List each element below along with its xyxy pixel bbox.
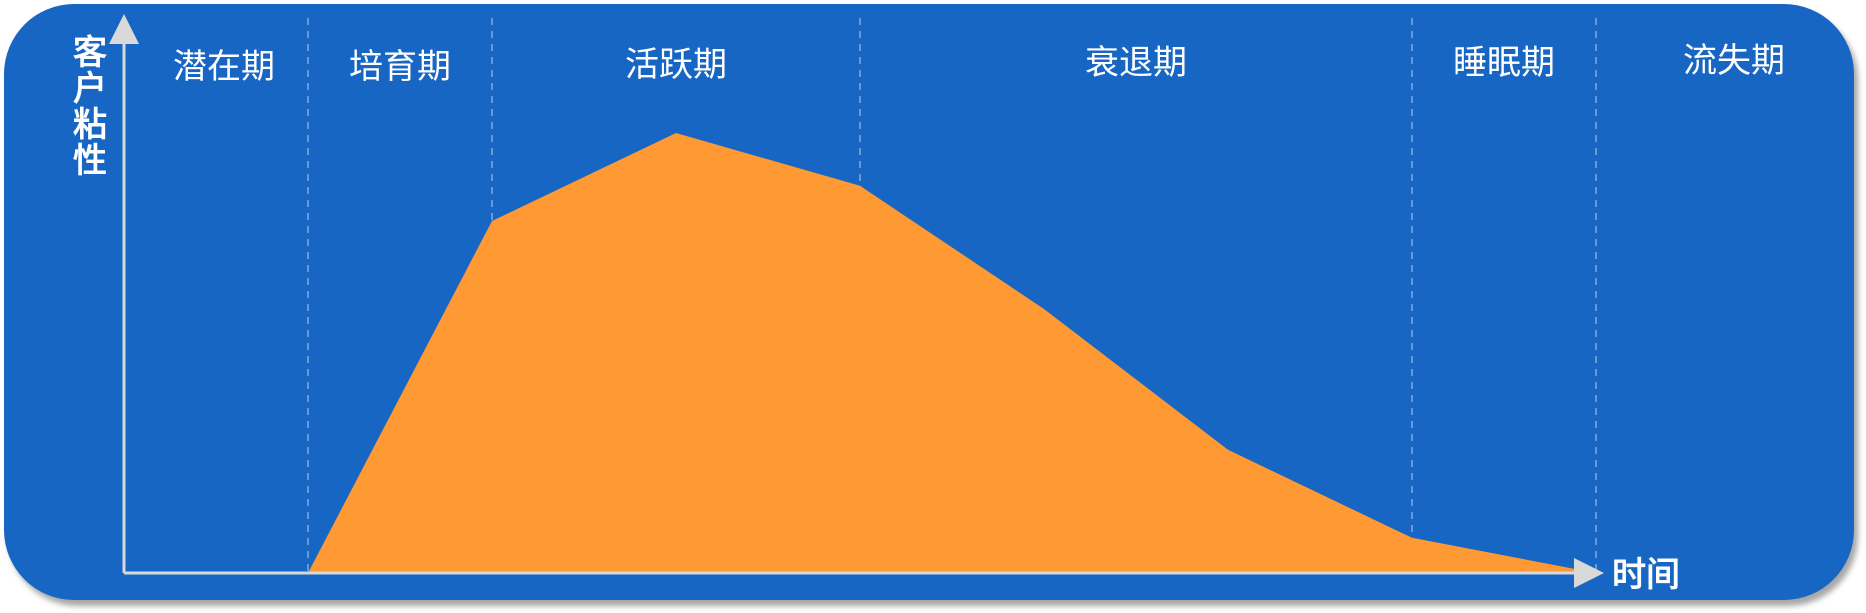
stage-label: 潜在期 [173, 47, 275, 87]
stage-label: 流失期 [1683, 41, 1785, 81]
customer-stickiness-area [308, 133, 1596, 573]
stage-label: 睡眠期 [1453, 43, 1555, 83]
y-axis-label: 客户粘性 [73, 33, 107, 181]
x-axis-label: 时间 [1612, 555, 1680, 595]
stage-label: 活跃期 [625, 45, 727, 85]
stage-label: 培育期 [349, 47, 451, 87]
stage-label: 衰退期 [1085, 43, 1187, 83]
